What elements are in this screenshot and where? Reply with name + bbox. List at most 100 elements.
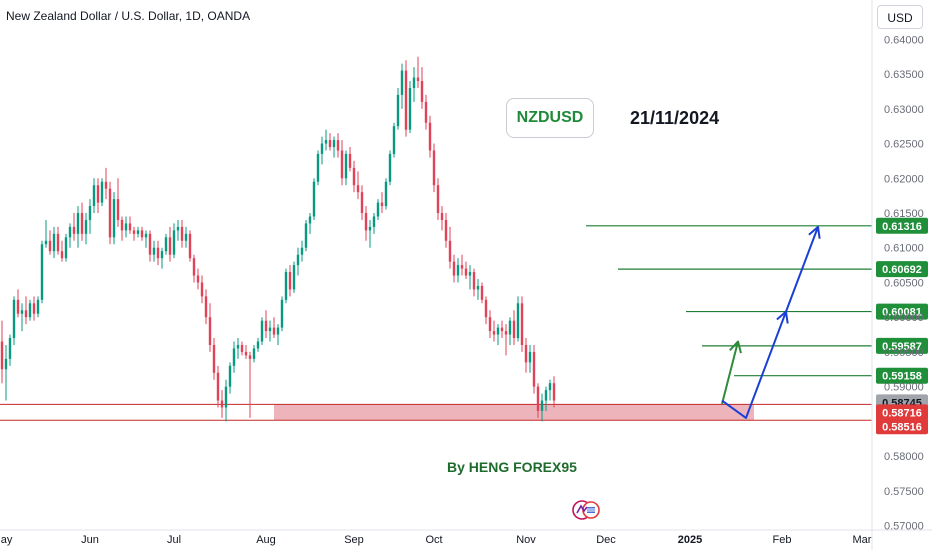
candle <box>144 230 148 248</box>
candle <box>72 213 76 241</box>
candle-body <box>304 223 308 248</box>
candle-body <box>40 244 44 300</box>
candle <box>160 247 164 269</box>
candle <box>368 219 372 248</box>
candle-body <box>108 188 112 238</box>
annotation-date: 21/11/2024 <box>630 108 720 128</box>
candle-body <box>400 70 404 95</box>
candle <box>48 230 52 255</box>
candle-body <box>376 202 380 217</box>
price-tag-label: 0.58516 <box>882 421 922 433</box>
price-tick-label: 0.61500 <box>884 208 924 220</box>
green-arrow <box>721 341 739 405</box>
candle-body <box>148 233 152 255</box>
target-4-tag <box>876 217 928 234</box>
candle-body <box>324 140 328 144</box>
candle-body <box>288 272 292 290</box>
candle <box>56 226 60 255</box>
price-tick-label: 0.57000 <box>884 521 924 533</box>
candle <box>292 261 296 293</box>
candle-body <box>344 153 348 179</box>
candle <box>352 160 356 193</box>
candle <box>200 275 204 304</box>
candle-body <box>268 327 272 332</box>
candle-body <box>60 251 64 259</box>
price-tick-label: 0.63500 <box>884 69 924 81</box>
candle-body <box>48 240 52 252</box>
candle-body <box>460 265 464 269</box>
price-tag <box>876 418 928 435</box>
candle-body <box>364 213 368 231</box>
candle <box>244 344 248 359</box>
candle <box>84 213 88 245</box>
candle-body <box>100 181 104 203</box>
candle-body <box>64 237 68 259</box>
candle-body <box>284 272 288 300</box>
candle-body <box>84 219 88 234</box>
currency-button[interactable]: USD <box>877 5 923 29</box>
candle <box>188 230 192 262</box>
candle <box>4 344 8 401</box>
candle-body <box>280 299 284 328</box>
projection-arrows <box>721 225 821 419</box>
candle <box>0 320 4 384</box>
candle <box>296 247 300 276</box>
candle-body <box>536 386 540 411</box>
candle-body <box>52 233 56 252</box>
candle <box>124 216 128 238</box>
blue-arrow-head <box>776 310 789 324</box>
candle <box>92 178 96 214</box>
candle-body <box>224 386 228 408</box>
candle <box>196 268 200 290</box>
candle <box>152 240 156 262</box>
candle-body <box>452 261 456 276</box>
candle-body <box>416 77 420 82</box>
candle <box>524 338 528 373</box>
candle-body <box>476 285 480 290</box>
candle-body <box>200 282 204 297</box>
target-2-tag <box>876 303 928 320</box>
candle <box>312 178 316 220</box>
price-tick-label: 0.57500 <box>884 486 924 498</box>
candle <box>348 147 352 172</box>
candle-body <box>484 299 488 318</box>
support-zone-layer <box>0 403 872 421</box>
time-tick-label: 2025 <box>678 534 702 546</box>
candle <box>356 171 360 200</box>
candle-body <box>256 341 260 349</box>
candle <box>372 213 376 234</box>
candle-body <box>356 185 360 193</box>
candle-body <box>36 299 40 314</box>
candle-body <box>216 372 220 401</box>
candle <box>260 317 264 345</box>
candle-body <box>312 181 316 217</box>
candle-body <box>412 77 416 88</box>
candle-body <box>396 94 400 127</box>
candle-body <box>264 320 268 332</box>
candle-body <box>188 233 192 259</box>
candle-body <box>504 331 508 335</box>
candle-body <box>444 219 448 241</box>
price-tick-label: 0.63000 <box>884 104 924 116</box>
candle-body <box>340 150 344 179</box>
candle <box>392 122 396 158</box>
candle <box>500 320 504 339</box>
time-tick-label: Jun <box>81 534 99 546</box>
candle-body <box>424 101 428 123</box>
candle <box>248 351 252 418</box>
candle <box>68 223 72 248</box>
brand-logo <box>572 500 600 520</box>
candle-body <box>140 230 144 238</box>
candle <box>80 202 84 241</box>
candle-body <box>432 150 436 186</box>
candle <box>184 226 188 248</box>
candle-body <box>124 223 128 231</box>
candle <box>44 219 48 248</box>
candle-body <box>240 344 244 352</box>
candle-body <box>156 247 160 259</box>
time-tick-label: Oct <box>425 534 442 546</box>
candle <box>360 185 364 220</box>
candle <box>264 310 268 339</box>
candle-body <box>276 327 280 335</box>
